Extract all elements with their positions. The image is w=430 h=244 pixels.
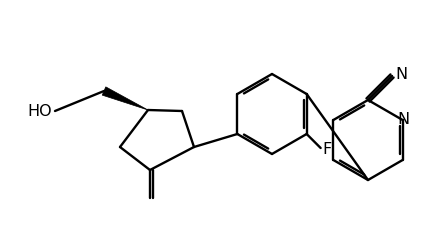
Text: HO: HO: [28, 103, 52, 119]
Text: N: N: [398, 112, 410, 128]
Polygon shape: [102, 87, 148, 110]
Text: N: N: [395, 67, 407, 82]
Text: F: F: [322, 142, 332, 156]
